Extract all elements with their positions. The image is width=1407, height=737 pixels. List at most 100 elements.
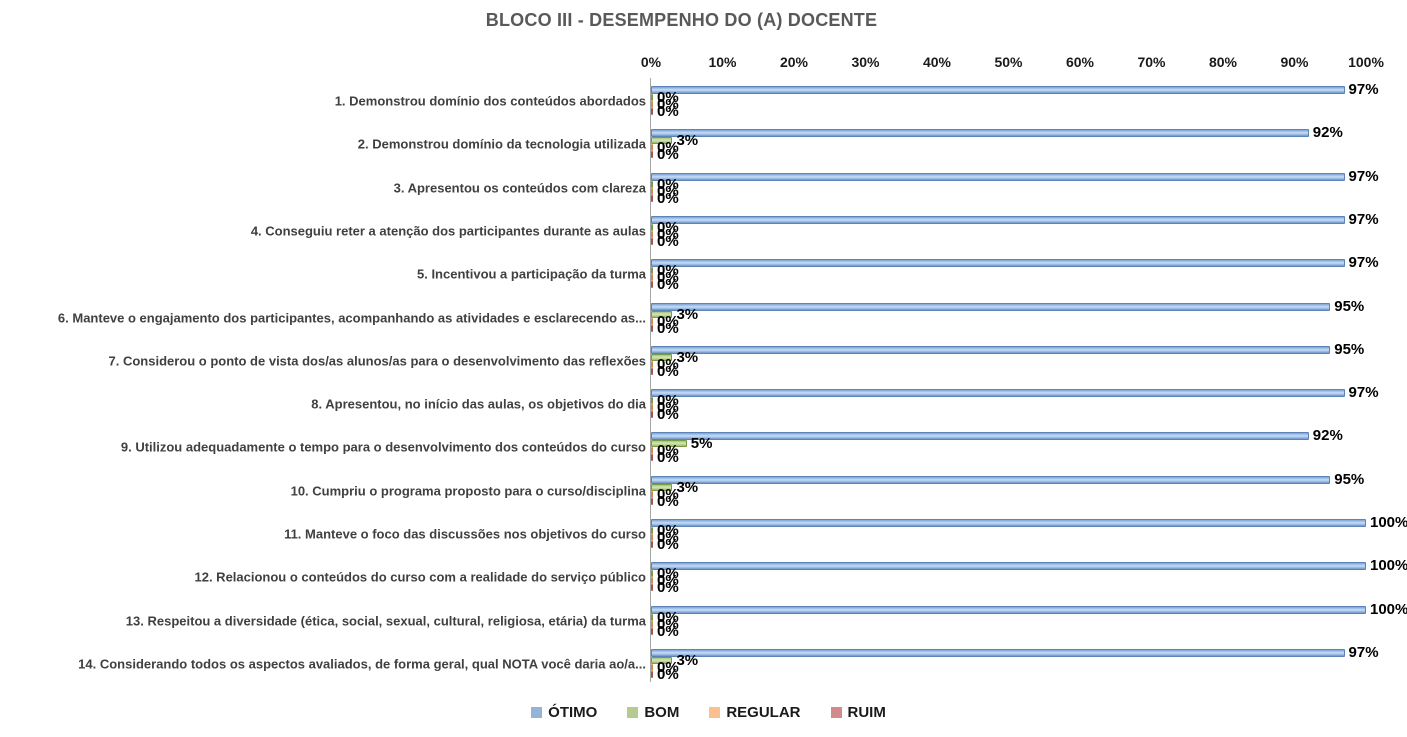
data-label-ruim: 0% <box>657 406 679 424</box>
bar-ruim <box>651 411 653 419</box>
x-axis-tick-label: 100% <box>1348 54 1384 70</box>
data-label-regular: 0% <box>657 269 679 287</box>
data-label-bom: 0% <box>657 522 679 539</box>
data-label-bom: 0% <box>657 89 679 106</box>
bar-otimo <box>651 605 1366 614</box>
category-label: 3. Apresentou os conteúdos com clareza <box>393 180 646 196</box>
bar-bom <box>651 527 653 534</box>
bar-ruim <box>651 670 653 678</box>
data-label-ruim: 0% <box>657 232 679 250</box>
data-label-otimo: 97% <box>1348 384 1379 402</box>
category-label: 13. Respeitou a diversidade (ética, soci… <box>125 613 646 629</box>
data-label-ruim: 0% <box>657 146 679 164</box>
bar-bom <box>651 267 653 275</box>
x-axis-tick-label: 50% <box>994 54 1023 70</box>
data-label-ruim: 0% <box>657 665 679 683</box>
bar-bom <box>651 397 653 405</box>
x-axis-tick-label: 80% <box>1208 54 1238 70</box>
x-axis-tick-label: 40% <box>922 54 952 70</box>
data-label-ruim: 0% <box>657 189 679 207</box>
bar-otimo <box>651 86 1345 94</box>
x-axis-tick-label: 70% <box>1137 54 1166 70</box>
bar-regular <box>651 404 653 412</box>
data-label-otimo: 97% <box>1348 254 1379 272</box>
category-label: 5. Incentivou a participação da turma <box>416 266 646 282</box>
category-label: 9. Utilizou adequadamente o tempo para o… <box>120 439 646 455</box>
data-label-ruim: 0% <box>657 492 679 510</box>
bar-ruim <box>651 454 653 462</box>
bar-ruim <box>651 324 653 332</box>
data-label-bom: 3% <box>676 651 699 669</box>
data-label-ruim: 0% <box>657 319 679 337</box>
data-label-otimo: 97% <box>1348 210 1379 228</box>
x-axis-tick-label: 90% <box>1280 54 1309 70</box>
bar-regular <box>651 360 653 368</box>
data-label-otimo: 100% <box>1370 600 1407 618</box>
bar-ruim <box>651 194 653 202</box>
x-axis-tick-label: 60% <box>1065 54 1095 70</box>
bar-bom <box>651 483 673 491</box>
y-axis-line <box>650 78 651 682</box>
category-label: 1. Demonstrou domínio dos conteúdos abor… <box>334 93 646 109</box>
data-label-otimo: 95% <box>1334 470 1365 488</box>
bar-bom <box>651 137 673 145</box>
data-label-otimo: 92% <box>1312 427 1343 445</box>
bar-regular <box>651 490 653 498</box>
bar-bom <box>651 570 653 578</box>
data-label-ruim: 0% <box>657 449 679 467</box>
bar-bom <box>651 656 673 664</box>
data-label-bom: 0% <box>657 392 679 410</box>
bar-otimo <box>651 259 1345 268</box>
bar-otimo <box>651 129 1309 138</box>
category-label: 12. Relacionou o conteúdos do curso com … <box>194 569 647 585</box>
legend-swatch-icon <box>627 707 639 718</box>
legend-item: ÓTIMO <box>531 704 597 721</box>
bar-ruim <box>651 108 653 115</box>
data-label-bom: 0% <box>657 262 679 280</box>
data-label-regular: 0% <box>657 399 679 417</box>
data-label-regular: 0% <box>657 442 679 460</box>
data-label-bom: 0% <box>657 218 679 236</box>
bar-otimo <box>651 648 1345 657</box>
legend-swatch-icon <box>531 707 543 718</box>
legend-item: BOM <box>627 704 679 721</box>
legend-label: RUIM <box>847 704 886 721</box>
data-label-bom: 0% <box>657 565 679 583</box>
x-axis-tick-label: 0% <box>640 54 662 70</box>
bar-regular <box>651 230 653 238</box>
x-axis-tick-label: 30% <box>851 54 880 70</box>
data-label-ruim: 0% <box>657 276 679 294</box>
legend: ÓTIMO BOM REGULAR RUIM <box>5 704 1407 721</box>
data-label-bom: 0% <box>657 175 679 193</box>
data-label-bom: 3% <box>676 348 699 366</box>
category-label: 8. Apresentou, no início das aulas, os o… <box>311 396 646 412</box>
legend-swatch-icon <box>830 707 842 718</box>
data-label-otimo: 97% <box>1348 81 1379 98</box>
category-label: 11. Manteve o foco das discussões nos ob… <box>284 526 646 542</box>
data-label-regular: 0% <box>657 225 679 243</box>
data-label-regular: 0% <box>657 485 679 503</box>
bar-otimo <box>651 302 1331 311</box>
data-label-otimo: 95% <box>1334 297 1365 315</box>
legend-label: REGULAR <box>726 704 801 721</box>
data-label-bom: 3% <box>676 478 699 496</box>
bar-ruim <box>651 237 653 245</box>
bar-bom <box>651 310 673 318</box>
data-label-otimo: 100% <box>1370 557 1407 575</box>
data-label-otimo: 92% <box>1312 124 1343 142</box>
bar-regular <box>651 620 653 628</box>
bar-bom <box>651 223 653 231</box>
legend-label: BOM <box>644 704 680 721</box>
data-label-bom: 3% <box>676 132 699 150</box>
category-label: 7. Considerou o ponto de vista dos/as al… <box>108 353 646 369</box>
data-label-regular: 0% <box>657 182 679 200</box>
bar-regular <box>651 101 653 108</box>
chart-title: BLOCO III - DESEMPENHO DO (A) DOCENTE <box>485 10 878 30</box>
data-label-regular: 0% <box>657 529 679 546</box>
bar-regular <box>651 187 653 195</box>
bar-otimo <box>651 389 1345 398</box>
bar-otimo <box>651 475 1331 484</box>
legend-item: REGULAR <box>709 704 801 721</box>
data-label-bom: 5% <box>690 435 713 453</box>
